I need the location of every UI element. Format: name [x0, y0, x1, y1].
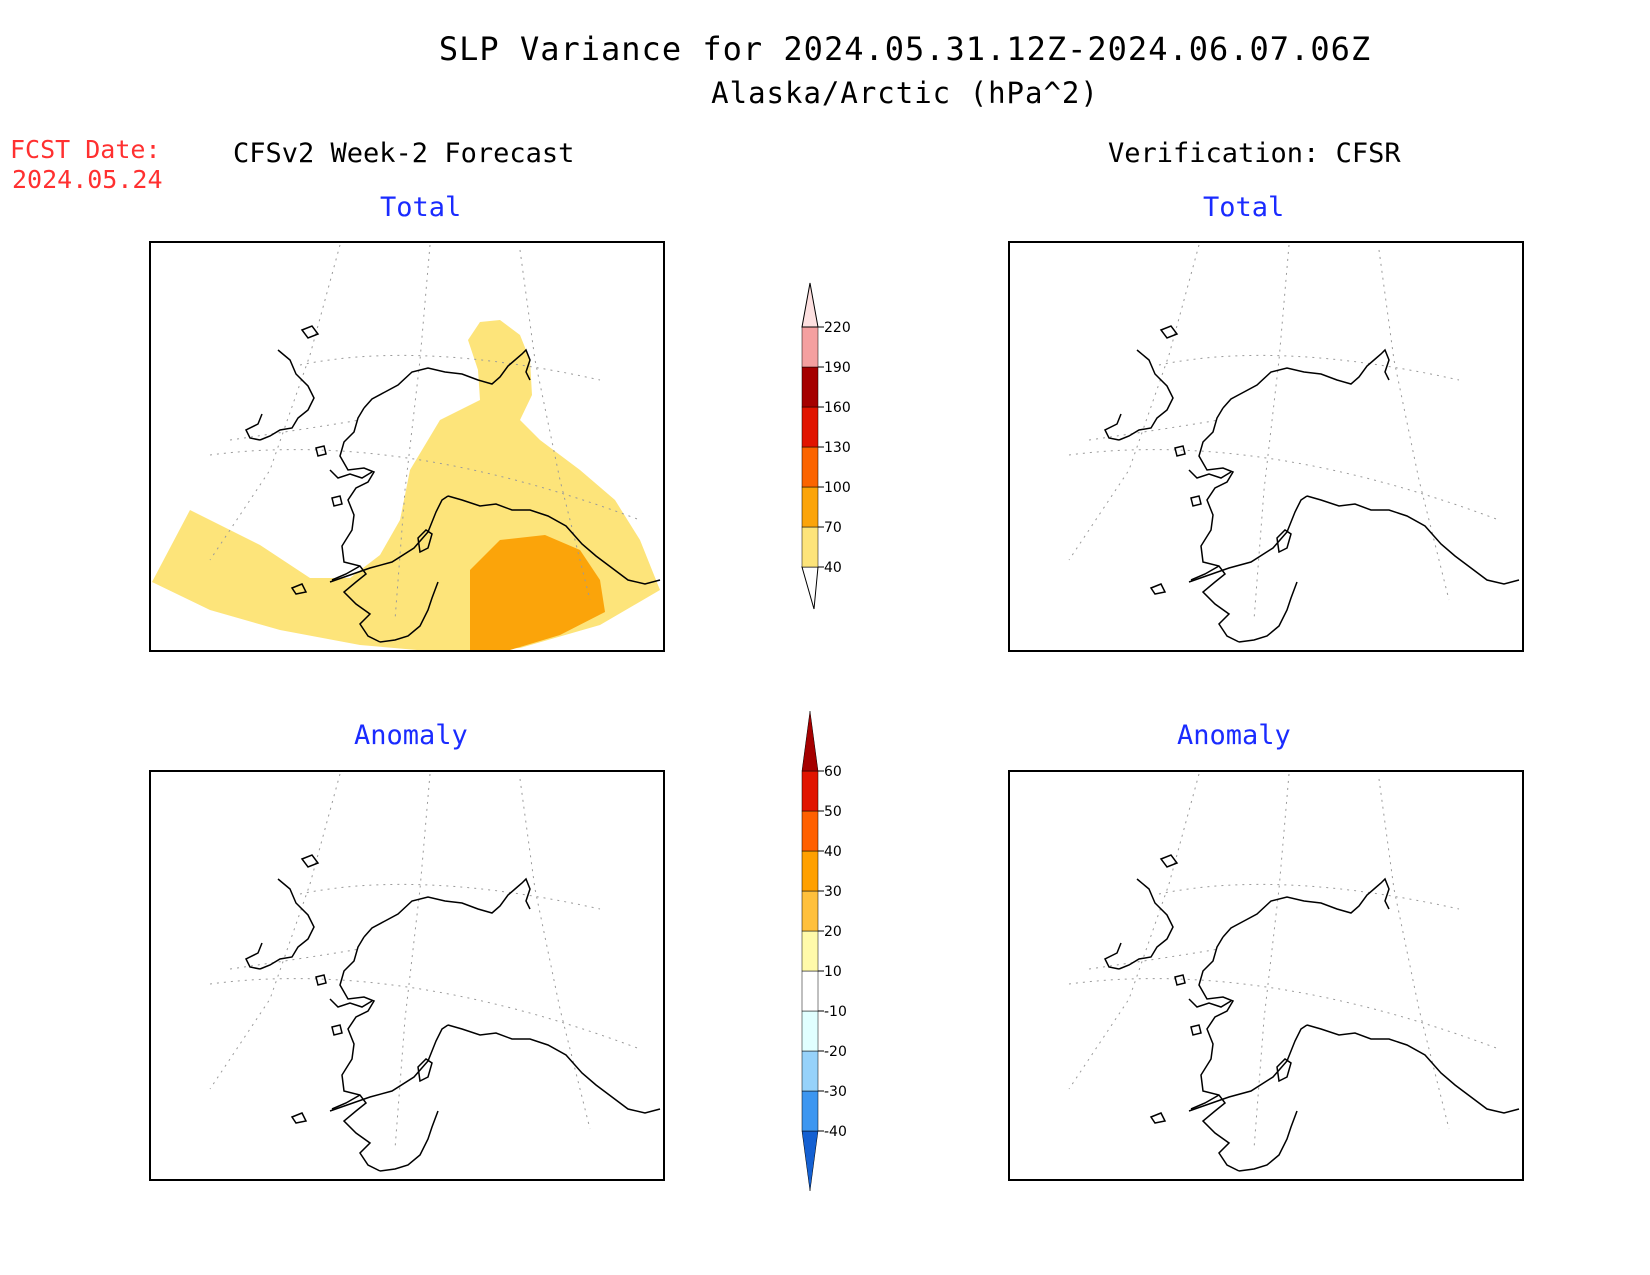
chart-title: SLP Variance for 2024.05.31.12Z-2024.06.…	[438, 30, 1372, 68]
map-panel-verification-anomaly	[1008, 770, 1524, 1181]
colorbar-anomaly-segment	[801, 850, 819, 892]
colorbar-anomaly-segment	[801, 1130, 819, 1192]
map-panel-forecast-anomaly	[149, 770, 665, 1181]
colorbar-anomaly-label: 30	[824, 884, 842, 900]
panel-title-verification-total: Total	[1203, 192, 1285, 223]
colorbar-total-label: 220	[824, 320, 851, 336]
colorbar-anomaly-segment	[801, 1050, 819, 1092]
colorbar-anomaly-label: 10	[824, 964, 842, 980]
colorbar-anomaly-label: -10	[824, 1004, 847, 1020]
column-header-verification: Verification: CFSR	[1108, 138, 1401, 169]
colorbar-anomaly-segment	[801, 770, 819, 812]
column-header-forecast: CFSv2 Week-2 Forecast	[233, 138, 575, 169]
colorbar-total-label: 130	[824, 440, 851, 456]
colorbar-total-label: 40	[824, 560, 842, 576]
forecast-date-label: FCST Date:	[10, 135, 161, 164]
colorbar-anomaly-label: 60	[824, 764, 842, 780]
colorbar-anomaly-label: -20	[824, 1044, 847, 1060]
colorbar-total-segment	[801, 282, 819, 328]
colorbar-total-segment	[801, 446, 819, 488]
colorbar-anomaly-segment	[801, 1090, 819, 1132]
colorbar-anomaly-segment	[801, 710, 819, 772]
colorbar-total-segment	[801, 406, 819, 448]
map-panel-verification-total	[1008, 241, 1524, 652]
colorbar-total-label: 160	[824, 400, 851, 416]
colorbar-anomaly-label: 50	[824, 804, 842, 820]
panel-title-verification-anomaly: Anomaly	[1177, 720, 1291, 751]
colorbar-anomaly: -40 -30 -20 -10 10 20 30 40 50 60	[801, 710, 847, 1192]
map-panel-forecast-total	[149, 241, 665, 652]
colorbar-anomaly-segment	[801, 930, 819, 972]
forecast-date-value: 2024.05.24	[12, 165, 163, 194]
panel-title-forecast-anomaly: Anomaly	[354, 720, 468, 751]
colorbar-anomaly-label: -40	[824, 1124, 847, 1140]
colorbar-total-segment	[801, 526, 819, 568]
colorbar-total-segment	[801, 486, 819, 528]
colorbar-total-segment	[801, 326, 819, 368]
colorbar-total-segment	[801, 366, 819, 408]
chart-subtitle: Alaska/Arctic (hPa^2)	[711, 76, 1099, 110]
colorbar-anomaly-label: 20	[824, 924, 842, 940]
colorbar-total: 40 70 100 130 160 190 220	[801, 282, 851, 610]
colorbar-total-lower-tip	[801, 566, 819, 610]
colorbar-anomaly-label: 40	[824, 844, 842, 860]
colorbar-total-label: 100	[824, 480, 851, 496]
panel-title-forecast-total: Total	[380, 192, 462, 223]
colorbar-anomaly-label: -30	[824, 1084, 847, 1100]
colorbar-anomaly-segment	[801, 890, 819, 932]
colorbar-anomaly-segment	[801, 810, 819, 852]
colorbar-total-label: 70	[824, 520, 842, 536]
colorbar-anomaly-segment	[801, 970, 819, 1012]
colorbar-total-label: 190	[824, 360, 851, 376]
colorbar-anomaly-segment	[801, 1010, 819, 1052]
